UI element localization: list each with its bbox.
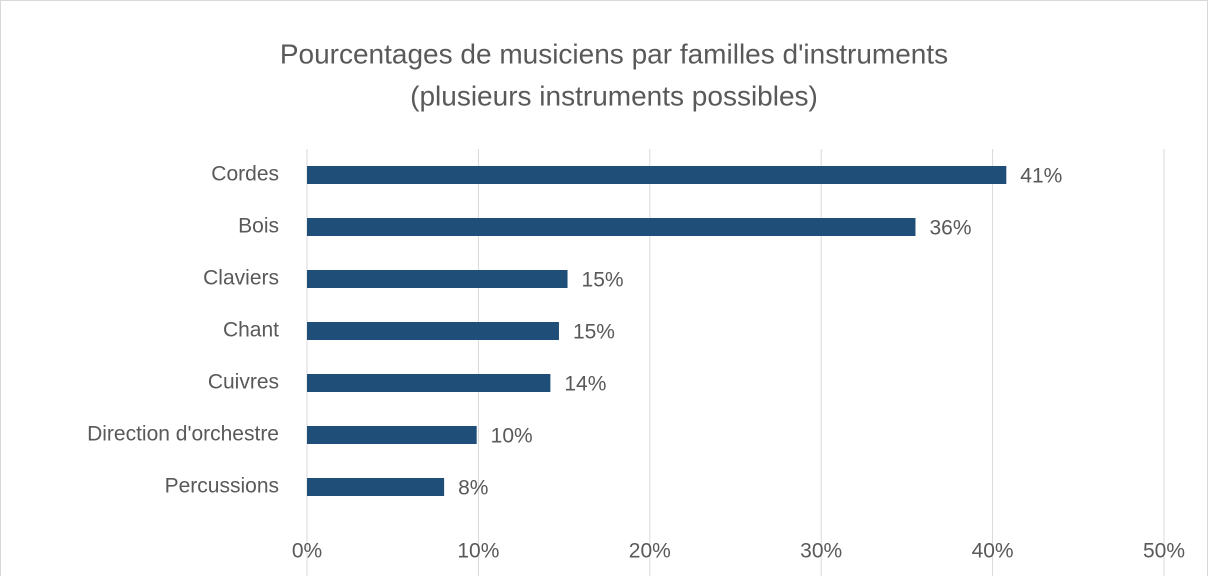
data-label: 14% — [564, 373, 606, 396]
x-tick-label: 0% — [292, 540, 322, 563]
bar — [307, 166, 1007, 184]
bar — [307, 426, 477, 444]
data-label: 8% — [458, 477, 488, 500]
bar — [307, 270, 568, 288]
data-label: 10% — [491, 425, 533, 448]
data-label: 36% — [929, 217, 971, 240]
chart-title: Pourcentages de musiciens par familles d… — [280, 38, 948, 69]
y-tick-label: Percussions — [165, 475, 279, 498]
y-tick-label: Direction d'orchestre — [87, 423, 279, 446]
bar — [307, 322, 559, 340]
x-tick-label: 50% — [1143, 540, 1185, 563]
bar — [307, 218, 916, 236]
x-tick-label: 30% — [800, 540, 842, 563]
data-label: 15% — [573, 321, 615, 344]
y-tick-label: Cordes — [211, 163, 279, 186]
y-tick-label: Chant — [223, 319, 279, 342]
x-tick-label: 40% — [972, 540, 1014, 563]
x-tick-label: 10% — [457, 540, 499, 563]
chart-subtitle: (plusieurs instruments possibles) — [410, 80, 818, 111]
y-tick-label: Bois — [238, 215, 279, 238]
data-label: 15% — [582, 269, 624, 292]
bar — [307, 478, 445, 496]
y-tick-label: Claviers — [203, 267, 279, 290]
x-tick-label: 20% — [629, 540, 671, 563]
y-tick-label: Cuivres — [208, 371, 279, 394]
data-label: 41% — [1020, 165, 1062, 188]
bar — [307, 374, 551, 392]
